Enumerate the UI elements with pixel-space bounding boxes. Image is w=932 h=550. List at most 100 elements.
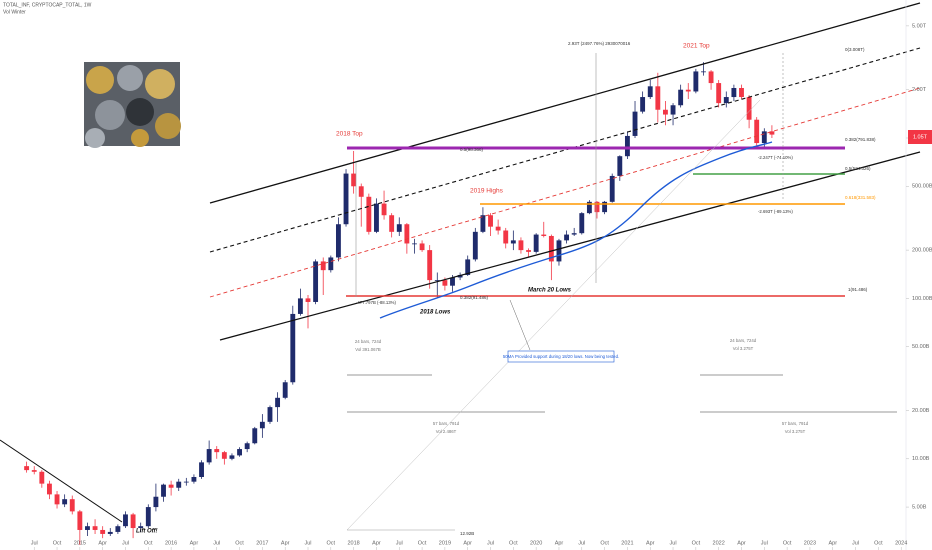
candle-body [46, 483, 52, 495]
coin [85, 128, 105, 148]
annotation: 2018 Top [336, 131, 363, 138]
candle-body [510, 240, 516, 244]
candle-body [123, 514, 128, 527]
coin [86, 66, 114, 94]
candle-body [176, 481, 182, 488]
candle-body [183, 481, 189, 483]
x-tick-label: 2019 [439, 540, 451, 546]
candle-body [237, 449, 242, 456]
coin [95, 100, 125, 130]
candle-body [716, 83, 722, 104]
candle-body [427, 250, 433, 281]
y-tick-label: 5.00T [912, 23, 927, 29]
x-tick-label: Oct [53, 540, 62, 546]
candle-body [100, 529, 106, 534]
x-tick-label: 2021 [621, 540, 633, 546]
candle-body [343, 173, 349, 225]
x-tick-label: Oct [144, 540, 153, 546]
candle-body [351, 173, 357, 187]
x-tick-label: Apr [372, 540, 381, 546]
candle-body [586, 201, 592, 214]
candle-body [746, 97, 752, 120]
x-tick-label: Apr [737, 540, 746, 546]
x-tick-label: 2015 [74, 540, 86, 546]
candle-body [480, 215, 486, 232]
x-tick-label: Jul [670, 540, 677, 546]
x-tick-label: Oct [692, 540, 701, 546]
candle-body [564, 234, 570, 241]
candle-body [191, 476, 197, 482]
candle-body [594, 201, 600, 213]
annotation: -477.797B (-88.13%) [356, 300, 396, 305]
annotation: 57 bars, 791d [433, 421, 460, 426]
x-tick-label: 2017 [256, 540, 268, 546]
candle-body [244, 443, 250, 450]
candle-body [85, 526, 90, 530]
candle-body [259, 421, 265, 429]
annotation: 12.92B [460, 531, 474, 536]
y-tick-label: 10.00B [912, 456, 930, 462]
candle-body [412, 243, 417, 245]
drawings [0, 2, 921, 531]
annotation: 0.382(791.838) [845, 137, 876, 142]
x-tick-label: 2020 [530, 540, 542, 546]
x-tick-label: Oct [418, 540, 427, 546]
header: Vol Winter [3, 9, 26, 15]
x-tick-label: Jul [304, 540, 311, 546]
annotation: 2.93T (2497.76%) 2930070016 [568, 41, 631, 46]
candle-body [275, 397, 281, 408]
x-tick-label: Apr [646, 540, 655, 546]
candle-body [579, 213, 585, 234]
x-tick-label: 2016 [165, 540, 177, 546]
x-tick-label: Apr [463, 540, 472, 546]
candle-body [617, 156, 623, 176]
annotation: -2.693T (-89.13%) [758, 209, 793, 214]
candle-body [533, 234, 539, 252]
candle-body [214, 449, 220, 453]
coin [155, 113, 181, 139]
annotation: 2018 Lows [419, 310, 451, 316]
annotation: -2.247T (-74.10%) [758, 155, 793, 160]
candle-body [693, 71, 699, 92]
candle-body [389, 215, 395, 232]
candle-body [328, 257, 334, 271]
x-tick-label: Oct [600, 540, 609, 546]
candle-body [731, 87, 737, 98]
candle-body [571, 233, 577, 235]
candle-body [632, 111, 638, 136]
candle-body [313, 261, 319, 302]
x-tick-label: Jul [578, 540, 585, 546]
x-tick-label: Oct [235, 540, 244, 546]
candle-body [39, 471, 45, 484]
candle-body [305, 298, 311, 302]
annotation: 0.618(331.583) [845, 195, 876, 200]
callout-box [507, 350, 615, 363]
candle-body [640, 97, 646, 112]
candle-body [701, 71, 706, 73]
channel-top [209, 2, 921, 204]
candle-body [54, 494, 60, 505]
candle-body [503, 230, 509, 244]
header: TOTAL_INF, CRYPTOCAP_TOTAL, 1W [3, 2, 92, 8]
candle-body [609, 175, 615, 202]
candle-body [366, 196, 372, 232]
x-tick-label: 2024 [895, 540, 907, 546]
candle-body [130, 514, 136, 529]
candle-body [465, 259, 471, 275]
last-price-label: 1.05T [913, 134, 928, 140]
candle-body [290, 313, 296, 383]
candle-body [434, 280, 440, 281]
candle-body [450, 277, 455, 286]
coins-image [84, 62, 181, 148]
trend-line [0, 439, 123, 523]
candle-body [754, 119, 760, 144]
annotation: 24 bars, 724d [355, 339, 382, 344]
x-tick-label: Jul [487, 540, 494, 546]
annotation: 2019 Highs [470, 188, 504, 195]
candle-body [138, 526, 144, 529]
y-tick-label: 500.00B [912, 184, 932, 190]
annotation: 57 bars, 791d [782, 421, 809, 426]
x-tick-label: Oct [327, 540, 336, 546]
faint-line [346, 99, 761, 531]
